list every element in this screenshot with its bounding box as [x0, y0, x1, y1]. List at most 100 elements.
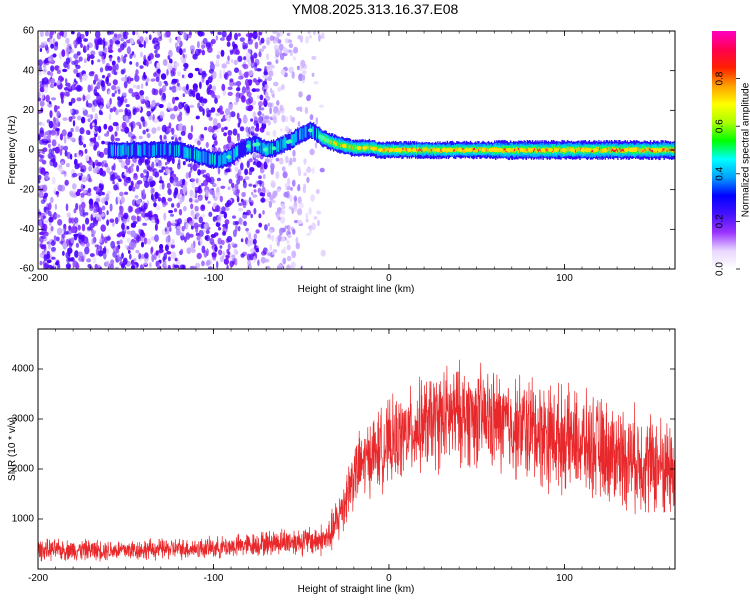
ridge-segment [537, 148, 539, 151]
ridge-segment [336, 142, 338, 146]
noise-speck [84, 148, 88, 154]
noise-speck [303, 158, 307, 165]
noise-speck [245, 58, 251, 63]
noise-speck [247, 38, 253, 45]
noise-speck [205, 107, 210, 114]
noise-speck [71, 217, 74, 224]
noise-speck [39, 260, 43, 266]
noise-speck [82, 109, 88, 116]
noise-speck [74, 164, 80, 170]
noise-speck [182, 125, 187, 133]
noise-speck [80, 116, 86, 124]
ridge-segment [126, 141, 128, 158]
ridge-segment [440, 149, 442, 152]
noise-speck [132, 220, 138, 225]
noise-speck [236, 178, 241, 185]
noise-speck [227, 86, 233, 91]
noise-speck [258, 116, 264, 124]
noise-speck [41, 159, 47, 165]
ridge-segment [650, 150, 653, 153]
noise-speck [40, 122, 46, 127]
noise-speck [131, 215, 137, 221]
noise-speck [87, 84, 92, 93]
ridge-segment [281, 137, 283, 154]
y-tick-label: 0 [28, 145, 34, 156]
noise-speck [114, 90, 117, 94]
noise-speck [216, 54, 221, 59]
ridge-segment [117, 146, 119, 156]
ridge-segment [202, 151, 204, 163]
noise-speck [104, 133, 110, 137]
noise-speck [166, 182, 171, 189]
noise-speck [229, 49, 235, 53]
figure-title: YM08.2025.313.16.37.E08 [292, 1, 459, 17]
noise-speck [79, 208, 83, 216]
ridge-segment [314, 124, 316, 141]
noise-speck [238, 117, 242, 125]
noise-speck [216, 95, 221, 99]
ridge-segment [664, 148, 666, 153]
noise-speck [254, 41, 259, 50]
ridge-segment [560, 148, 562, 153]
ridge-segment [431, 148, 434, 152]
ridge-blob [397, 148, 403, 152]
noise-speck [313, 216, 318, 220]
noise-speck [110, 173, 116, 182]
noise-speck [102, 47, 108, 54]
noise-speck [288, 66, 294, 74]
noise-speck [175, 85, 179, 92]
ridge-blob [657, 148, 663, 152]
noise-speck [192, 91, 196, 98]
noise-speck [50, 256, 56, 260]
noise-speck [223, 144, 228, 151]
noise-speck [103, 147, 109, 155]
noise-speck [117, 33, 122, 38]
noise-speck [233, 248, 238, 255]
noise-speck [75, 191, 81, 197]
noise-speck [126, 76, 132, 84]
noise-speck [59, 185, 66, 192]
noise-speck [136, 180, 143, 185]
ridge-segment [401, 147, 403, 151]
noise-speck [300, 59, 306, 68]
noise-speck [138, 124, 142, 130]
ridge-blob [445, 148, 451, 152]
noise-speck [178, 123, 184, 132]
noise-speck [92, 161, 95, 169]
ridge-segment [558, 147, 560, 152]
ridge-segment [410, 149, 413, 153]
ridge-segment [139, 144, 141, 157]
noise-speck [244, 42, 249, 49]
noise-speck [289, 194, 293, 202]
noise-speck [255, 154, 261, 159]
noise-speck [123, 80, 128, 89]
noise-speck [177, 162, 181, 170]
noise-speck [124, 244, 128, 249]
ridge-segment [129, 142, 132, 159]
noise-speck [237, 33, 241, 37]
ridge-blob [271, 146, 277, 151]
noise-speck [44, 31, 50, 37]
noise-speck [86, 258, 92, 263]
noise-speck [97, 161, 103, 166]
noise-speck [87, 187, 92, 194]
noise-speck [55, 214, 61, 218]
noise-speck [97, 135, 101, 141]
noise-speck [148, 53, 154, 60]
noise-speck [267, 252, 272, 256]
noise-speck [286, 32, 291, 37]
ridge-segment [291, 134, 294, 143]
spectrogram-x-axis: -200 -100 0 100 [28, 31, 671, 284]
ridge-segment [349, 144, 352, 148]
noise-speck [93, 144, 97, 151]
noise-speck [235, 96, 240, 103]
noise-speck [158, 87, 164, 95]
noise-speck [273, 36, 279, 45]
ridge-segment [480, 147, 482, 151]
ridge-segment [236, 147, 238, 156]
noise-speck [266, 76, 272, 82]
noise-speck [135, 235, 142, 242]
noise-speck [243, 220, 247, 227]
y-tick-label: -40 [20, 224, 35, 235]
